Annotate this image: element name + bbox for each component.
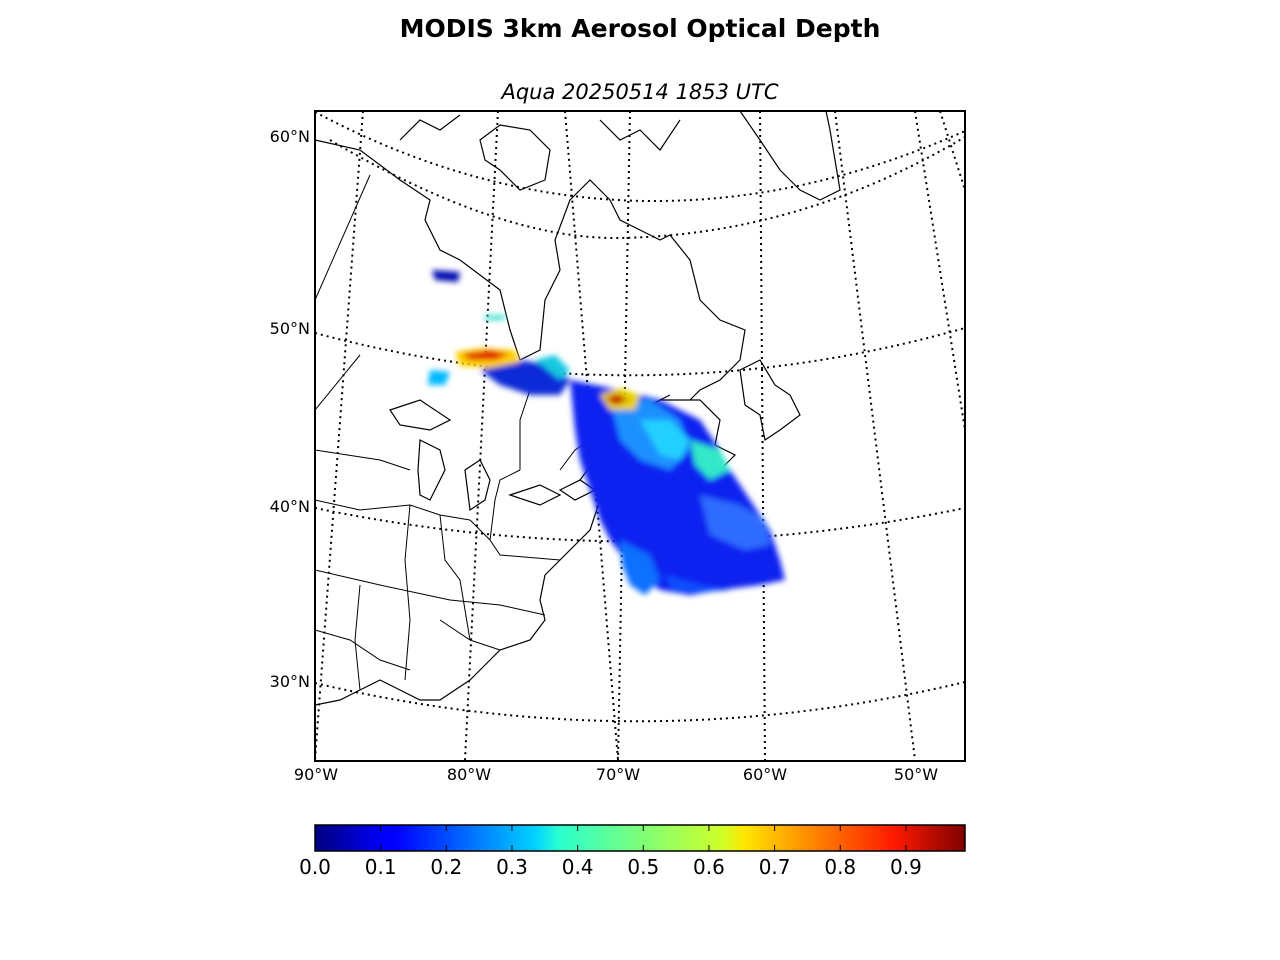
colorbar-tick-label: 0.1 <box>364 855 397 879</box>
lon-label-70w: 70°W <box>595 765 641 784</box>
map-frame <box>314 110 966 762</box>
colorbar-tick-label: 0.8 <box>824 855 857 879</box>
lat-label-40n: 40°N <box>269 497 310 516</box>
lon-label-50w: 50°W <box>893 765 939 784</box>
figure-title: MODIS 3km Aerosol Optical Depth <box>399 14 881 43</box>
lat-label-60n: 60°N <box>269 127 310 146</box>
colorbar-tick-label: 0.0 <box>299 855 331 879</box>
colorbar-tick-label: 0.4 <box>561 855 594 879</box>
colorbar-gradient <box>314 824 966 852</box>
lon-label-90w: 90°W <box>293 765 339 784</box>
state-borders <box>315 174 631 691</box>
aerosol-swath <box>428 270 785 595</box>
latitude-lines <box>315 111 965 723</box>
colorbar-tick-label: 0.7 <box>758 855 791 879</box>
colorbar-tick-label: 0.6 <box>693 855 725 879</box>
colorbar-tick-label: 0.5 <box>627 855 660 879</box>
colorbar-ticks <box>314 825 907 851</box>
colorbar-tick-label: 0.9 <box>890 855 922 879</box>
colorbar-tick-label: 0.3 <box>496 855 528 879</box>
lon-label-80w: 80°W <box>446 765 492 784</box>
colorbar-tick-label: 0.2 <box>430 855 463 879</box>
lat-label-30n: 30°N <box>269 672 310 691</box>
map-area <box>315 111 965 761</box>
figure-subtitle: Aqua 20250514 1853 UTC <box>501 80 779 104</box>
lon-label-60w: 60°W <box>742 765 788 784</box>
lat-label-50n: 50°N <box>269 319 310 338</box>
